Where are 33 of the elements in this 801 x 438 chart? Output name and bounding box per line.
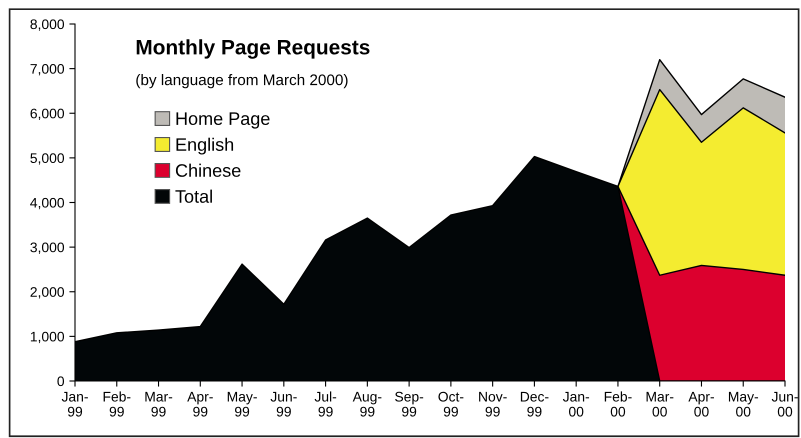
x-tick-label: Jun- 00 [772,392,798,417]
y-tick-label: 7,000 [30,64,64,76]
y-tick-label: 3,000 [30,242,64,254]
x-tick-label: Jan- 99 [62,392,88,417]
y-tick-label: 4,000 [30,198,64,210]
text: Monthly Page Requests [136,39,370,59]
x-tick-label: Jul- 99 [314,391,336,417]
x-tick-label: Aug- 99 [352,392,382,417]
x-tick-label: May- 00 [728,392,758,417]
x-tick-label: Mar- 99 [145,392,172,417]
x-tick-label: Dec- 99 [520,392,548,417]
legend-label: English [176,138,234,155]
legend-label: Chinese [176,164,240,177]
y-tick-label: 8,000 [30,19,64,31]
x-tick-label: Feb- 00 [604,391,632,417]
x-tick-label: Sep- 99 [395,392,424,417]
x-tick-label: Jan- 00 [562,392,590,417]
text: (by language from March 2000) [136,74,348,88]
x-tick-label: Mar- 00 [646,392,674,417]
y-tick-label: 2,000 [30,287,64,299]
x-tick-label: Apr- 99 [187,392,213,417]
y-tick-label: 0 [57,376,64,386]
x-tick-label: Feb- 99 [104,391,130,417]
legend-label: Total [175,190,212,203]
legend-label: Home Page [176,112,270,129]
x-tick-label: Jun- 99 [270,392,297,417]
y-tick-label: 6,000 [30,108,64,120]
y-tick-label: 5,000 [30,153,64,165]
x-tick-label: May- 99 [228,392,257,417]
x-tick-label: Apr- 00 [688,392,714,417]
x-tick-label: Oct- 99 [438,392,464,417]
y-tick-label: 1,000 [30,332,64,344]
x-tick-label: Nov- 99 [479,392,507,417]
